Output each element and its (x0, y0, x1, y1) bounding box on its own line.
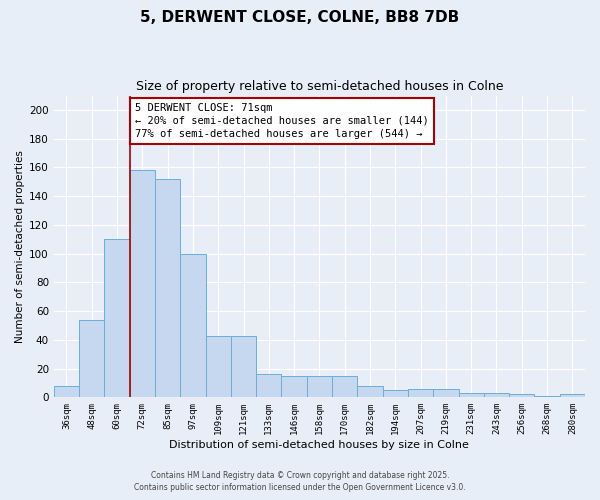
Bar (458, 393, 484, 398)
Bar (256, 374, 281, 398)
Bar (383, 390, 408, 398)
Bar (535, 396, 560, 398)
Bar (180, 254, 206, 398)
Bar (206, 336, 231, 398)
Bar (231, 336, 256, 398)
Text: Contains HM Land Registry data © Crown copyright and database right 2025.
Contai: Contains HM Land Registry data © Crown c… (134, 471, 466, 492)
Bar (484, 393, 509, 398)
X-axis label: Distribution of semi-detached houses by size in Colne: Distribution of semi-detached houses by … (169, 440, 469, 450)
Bar (509, 394, 535, 398)
Text: 5, DERWENT CLOSE, COLNE, BB8 7DB: 5, DERWENT CLOSE, COLNE, BB8 7DB (140, 10, 460, 25)
Bar (130, 170, 155, 398)
Bar (104, 240, 130, 398)
Bar (281, 376, 307, 398)
Bar (54, 386, 79, 398)
Bar (79, 320, 104, 398)
Y-axis label: Number of semi-detached properties: Number of semi-detached properties (15, 150, 25, 343)
Bar (332, 376, 358, 398)
Bar (358, 386, 383, 398)
Bar (433, 388, 458, 398)
Bar (560, 394, 585, 398)
Text: 5 DERWENT CLOSE: 71sqm
← 20% of semi-detached houses are smaller (144)
77% of se: 5 DERWENT CLOSE: 71sqm ← 20% of semi-det… (135, 102, 428, 139)
Title: Size of property relative to semi-detached houses in Colne: Size of property relative to semi-detach… (136, 80, 503, 93)
Bar (408, 388, 433, 398)
Bar (155, 179, 180, 398)
Bar (307, 376, 332, 398)
